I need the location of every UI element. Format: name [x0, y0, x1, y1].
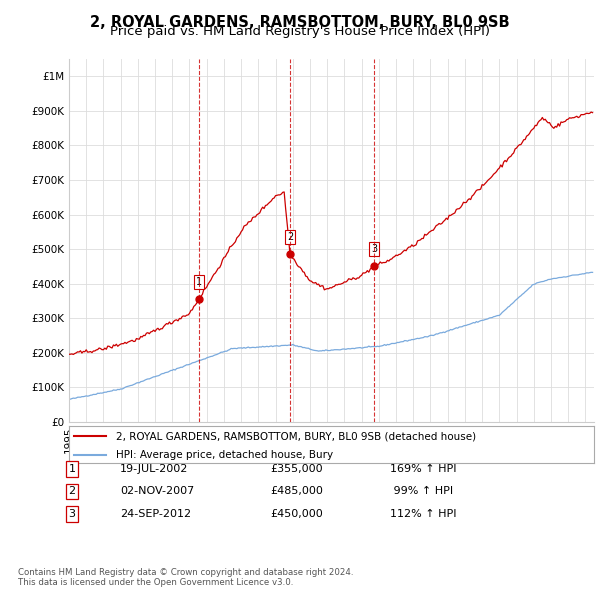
Text: 1: 1 [196, 277, 202, 287]
Text: £450,000: £450,000 [270, 509, 323, 519]
Text: 99% ↑ HPI: 99% ↑ HPI [390, 487, 453, 496]
Text: HPI: Average price, detached house, Bury: HPI: Average price, detached house, Bury [116, 450, 334, 460]
Text: 2, ROYAL GARDENS, RAMSBOTTOM, BURY, BL0 9SB: 2, ROYAL GARDENS, RAMSBOTTOM, BURY, BL0 … [90, 15, 510, 30]
Text: Contains HM Land Registry data © Crown copyright and database right 2024.
This d: Contains HM Land Registry data © Crown c… [18, 568, 353, 587]
Text: 112% ↑ HPI: 112% ↑ HPI [390, 509, 457, 519]
Text: 1: 1 [68, 464, 76, 474]
Text: £485,000: £485,000 [270, 487, 323, 496]
Text: 3: 3 [68, 509, 76, 519]
Text: 169% ↑ HPI: 169% ↑ HPI [390, 464, 457, 474]
Text: 2: 2 [287, 232, 293, 242]
Text: 2, ROYAL GARDENS, RAMSBOTTOM, BURY, BL0 9SB (detached house): 2, ROYAL GARDENS, RAMSBOTTOM, BURY, BL0 … [116, 431, 476, 441]
Text: 19-JUL-2002: 19-JUL-2002 [120, 464, 188, 474]
Text: Price paid vs. HM Land Registry's House Price Index (HPI): Price paid vs. HM Land Registry's House … [110, 25, 490, 38]
Text: 3: 3 [371, 244, 377, 254]
Text: 02-NOV-2007: 02-NOV-2007 [120, 487, 194, 496]
Text: £355,000: £355,000 [270, 464, 323, 474]
Text: 2: 2 [68, 487, 76, 496]
Text: 24-SEP-2012: 24-SEP-2012 [120, 509, 191, 519]
